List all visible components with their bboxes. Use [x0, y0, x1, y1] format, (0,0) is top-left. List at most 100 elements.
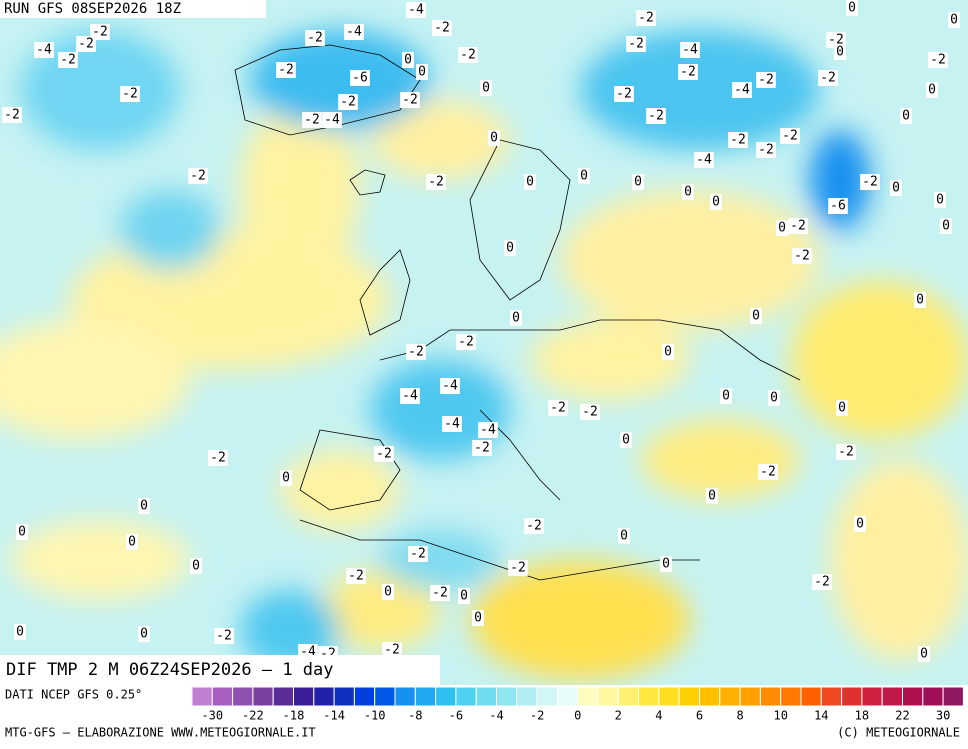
color-swatch [902, 686, 924, 707]
contour-label: 0 [404, 53, 412, 68]
label-box [440, 378, 460, 394]
contour-label: -6 [830, 199, 846, 214]
label-box [382, 584, 394, 600]
label-box [756, 72, 776, 88]
label-box [614, 86, 634, 102]
contour-label-group: 0 [578, 168, 590, 184]
contour-label: -2 [190, 169, 206, 184]
contour-label-group: -2 [382, 642, 402, 658]
label-box [926, 82, 938, 98]
contour-label-group: -4 [440, 378, 460, 394]
contour-label: 0 [526, 175, 534, 190]
contour-label-group: -4 [478, 422, 498, 438]
colorbar-tick-label: -4 [489, 709, 503, 723]
map-field [0, 0, 968, 685]
contour-label-group: -2 [2, 107, 22, 123]
label-box [900, 108, 912, 124]
label-box [16, 524, 28, 540]
contour-label-group: 0 [854, 516, 866, 532]
label-box [694, 152, 714, 168]
contour-label: 0 [506, 241, 514, 256]
contour-label: -2 [582, 405, 598, 420]
contour-label: -4 [696, 153, 712, 168]
contour-label: -2 [758, 73, 774, 88]
label-box [442, 416, 462, 432]
label-box [646, 108, 666, 124]
contour-label-group: -2 [456, 334, 476, 350]
label-box [408, 546, 428, 562]
label-box [402, 52, 414, 68]
contour-label-group: 0 [768, 390, 780, 406]
contour-label-group: 0 [918, 646, 930, 662]
contour-label: -4 [442, 379, 458, 394]
label-box [344, 24, 364, 40]
contour-label: -2 [434, 21, 450, 36]
color-swatch [536, 686, 558, 707]
contour-label: -2 [510, 561, 526, 576]
contour-label: -4 [444, 417, 460, 432]
contour-label-group: -2 [614, 86, 634, 102]
contour-label: 0 [140, 499, 148, 514]
label-box [578, 168, 590, 184]
label-box [208, 450, 228, 466]
contour-label: -2 [680, 65, 696, 80]
contour-label: -2 [648, 109, 664, 124]
contour-label-group: 0 [472, 610, 484, 626]
label-box [758, 464, 778, 480]
contour-label: -2 [838, 445, 854, 460]
color-swatch [780, 686, 802, 707]
contour-label-group: -2 [400, 92, 420, 108]
label-box [400, 388, 420, 404]
contour-label: 0 [474, 611, 482, 626]
contour-label-group: -4 [322, 112, 342, 128]
contour-label-group: 0 [682, 184, 694, 200]
contour-label-group: 0 [416, 64, 428, 80]
contour-label: 0 [770, 391, 778, 406]
label-box [720, 388, 732, 404]
contour-label-group: -2 [524, 518, 544, 534]
contour-label-group: -2 [426, 174, 446, 190]
contour-label-group: 0 [16, 524, 28, 540]
contour-label-group: 0 [488, 130, 500, 146]
label-box [430, 585, 450, 601]
contour-label-group: -4 [694, 152, 714, 168]
label-box [524, 518, 544, 534]
contour-label: 0 [902, 109, 910, 124]
label-box [854, 516, 866, 532]
label-box [662, 344, 674, 360]
label-box [846, 0, 858, 16]
label-box [682, 184, 694, 200]
label-box [732, 82, 752, 98]
contour-label-group: -2 [276, 62, 296, 78]
contour-label-group: 0 [480, 80, 492, 96]
contour-label: -2 [384, 643, 400, 658]
contour-label: -2 [474, 441, 490, 456]
contour-label-group: -2 [756, 142, 776, 158]
label-box [508, 560, 528, 576]
contour-label: -2 [828, 33, 844, 48]
contour-label-group: -6 [828, 198, 848, 214]
data-source: DATI NCEP GFS 0.25° [5, 688, 142, 702]
contour-label-group: 0 [900, 108, 912, 124]
contour-label: 0 [916, 293, 924, 308]
contour-label-group: -2 [188, 168, 208, 184]
contour-label: 0 [684, 185, 692, 200]
colorbar-tick-label: -8 [408, 709, 422, 723]
label-box [34, 42, 54, 58]
contour-label-group: 0 [846, 0, 858, 16]
contour-label: -2 [432, 586, 448, 601]
contour-label: 0 [942, 219, 950, 234]
color-swatch [678, 686, 701, 707]
label-box [524, 174, 536, 190]
contour-label: -2 [794, 249, 810, 264]
colorbar-tick-label: 30 [936, 709, 950, 723]
contour-label: -2 [210, 451, 226, 466]
color-swatch [374, 686, 396, 707]
contour-label-group: -4 [732, 82, 752, 98]
contour-label: -4 [324, 113, 340, 128]
contour-label: 0 [620, 529, 628, 544]
color-swatch [333, 686, 355, 707]
contour-label-group: -2 [208, 450, 228, 466]
label-box [706, 488, 718, 504]
